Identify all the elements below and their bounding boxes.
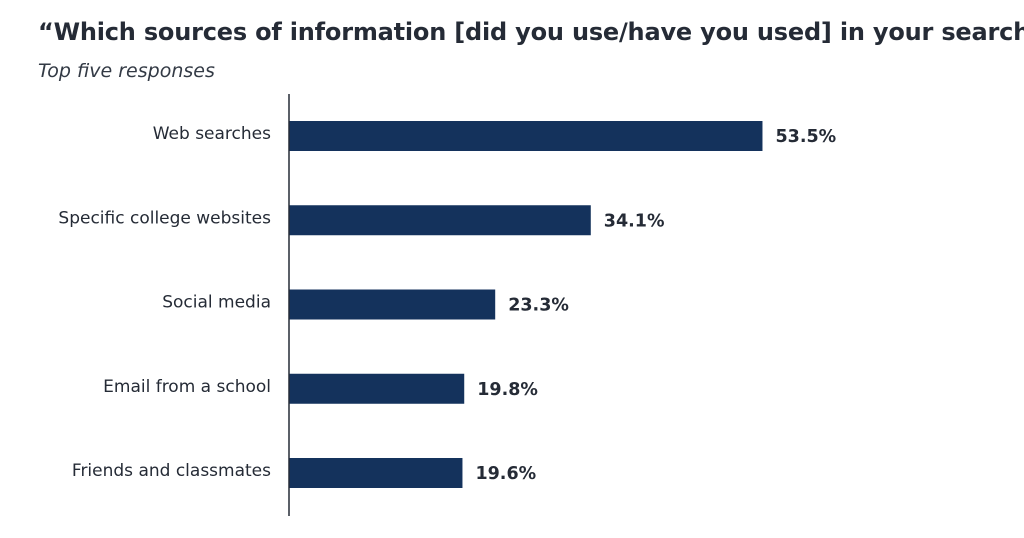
category-label: Social media	[162, 293, 271, 313]
category-label: Friends and classmates	[72, 461, 271, 481]
bars-layer: Web searches 53.5% Specific college websit…	[58, 121, 836, 488]
category-label: Specific college websites	[58, 208, 271, 228]
value-label: 19.8%	[477, 380, 538, 400]
value-label: 23.3%	[508, 296, 569, 316]
bar	[289, 373, 465, 404]
value-label: 34.1%	[604, 211, 665, 231]
category-label: Web searches	[153, 124, 271, 144]
category-label: Email from a school	[103, 377, 271, 397]
chart-subtitle: Top five responses	[38, 60, 215, 82]
bar	[289, 121, 763, 151]
chart-title: “Which sources of information [did you u…	[38, 18, 1024, 46]
bar	[289, 205, 591, 236]
value-label: 53.5%	[775, 127, 836, 147]
bar	[289, 289, 496, 320]
value-label: 19.6%	[475, 464, 536, 484]
bar	[289, 458, 463, 488]
